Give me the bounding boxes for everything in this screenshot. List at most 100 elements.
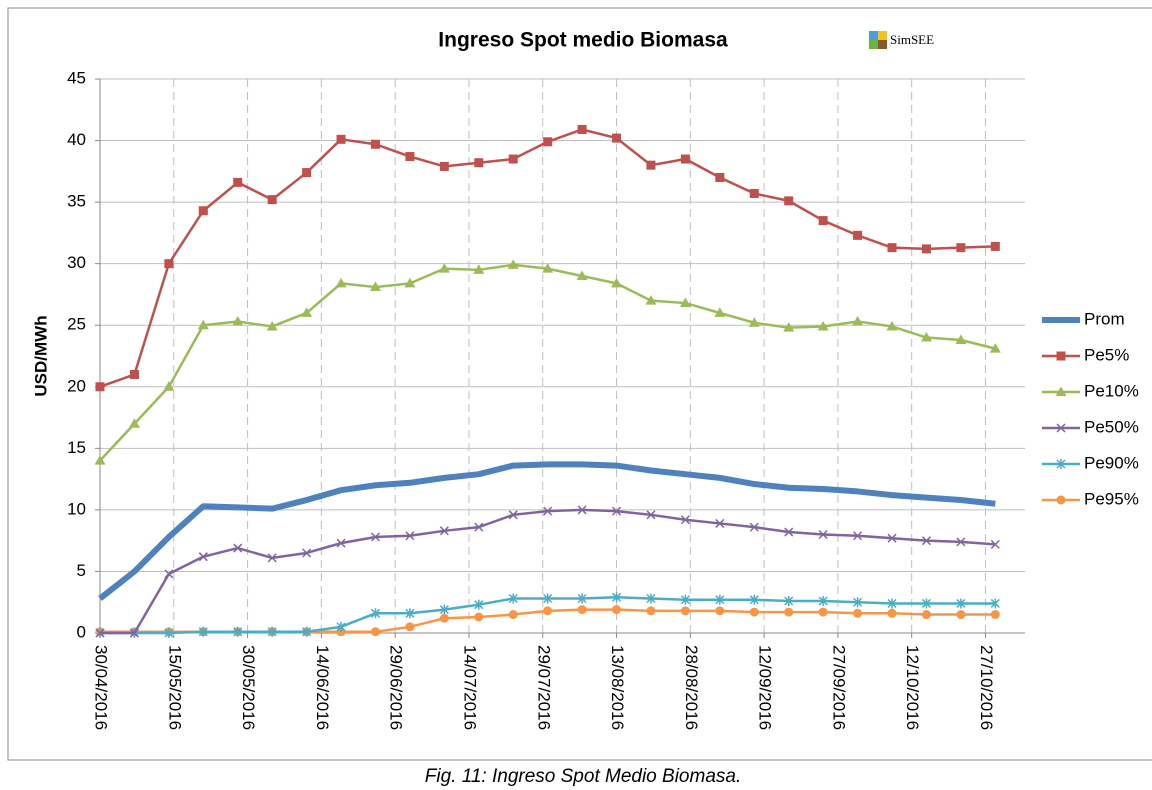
marker <box>370 139 380 149</box>
marker <box>956 537 966 547</box>
marker <box>302 168 312 178</box>
y-tick-label: 5 <box>77 561 86 580</box>
x-tick-label: 15/05/2016 <box>165 645 184 730</box>
marker <box>784 607 794 617</box>
marker <box>612 506 622 516</box>
caption: Fig. 11: Ingreso Spot Medio Biomasa. <box>425 766 741 787</box>
marker <box>508 610 518 620</box>
marker <box>507 259 519 269</box>
x-tick-label: 29/06/2016 <box>387 645 406 730</box>
y-tick-label: 30 <box>67 253 86 272</box>
marker <box>577 124 587 134</box>
y-axis-label: USD/MWh <box>31 315 50 396</box>
marker <box>749 188 759 198</box>
marker <box>921 598 931 609</box>
marker <box>404 277 416 288</box>
marker <box>887 533 897 543</box>
marker <box>543 137 553 147</box>
marker <box>784 595 794 606</box>
marker <box>853 597 863 608</box>
marker <box>576 270 588 280</box>
x-tick-label: 12/09/2016 <box>756 645 775 730</box>
marker <box>680 594 690 605</box>
marker <box>921 610 931 620</box>
marker <box>164 259 174 269</box>
marker <box>336 538 346 548</box>
marker <box>784 196 794 206</box>
marker <box>715 606 725 616</box>
y-tick-label: 35 <box>67 192 86 211</box>
legend-label: Pe10% <box>1084 381 1139 400</box>
marker <box>577 505 587 515</box>
marker <box>474 522 484 532</box>
series-line <box>98 461 996 601</box>
marker <box>336 621 346 632</box>
marker <box>266 320 278 331</box>
marker <box>784 527 794 537</box>
marker <box>543 606 553 616</box>
marker <box>612 605 622 615</box>
marker <box>577 605 587 615</box>
marker <box>508 154 518 164</box>
marker <box>405 622 415 632</box>
marker <box>129 628 139 638</box>
marker <box>920 332 932 342</box>
marker <box>474 599 484 610</box>
marker <box>990 598 1000 609</box>
marker <box>817 320 829 331</box>
marker <box>128 418 140 428</box>
marker <box>302 548 312 558</box>
marker <box>887 598 897 609</box>
marker <box>852 316 864 326</box>
marker <box>336 134 346 144</box>
legend-label: Pe50% <box>1084 417 1139 436</box>
x-tick-label: 30/05/2016 <box>239 645 258 730</box>
marker <box>233 626 243 637</box>
logo-square <box>878 31 887 40</box>
marker <box>818 607 828 617</box>
marker <box>818 529 828 540</box>
marker <box>612 133 622 143</box>
marker <box>233 177 243 187</box>
chart-title: Ingreso Spot medio Biomasa <box>438 29 728 52</box>
marker <box>990 241 1000 251</box>
marker <box>853 608 863 618</box>
marker <box>749 522 759 532</box>
marker <box>990 610 1000 620</box>
marker <box>887 608 897 618</box>
y-tick-label: 40 <box>67 130 86 149</box>
marker <box>197 319 209 330</box>
marker <box>612 592 622 603</box>
marker <box>508 593 518 604</box>
logo-text: SimSEE <box>890 32 934 47</box>
marker <box>198 206 208 216</box>
marker <box>439 526 449 536</box>
x-tick-label: 14/06/2016 <box>313 645 332 730</box>
legend-marker <box>1056 495 1066 505</box>
marker <box>95 628 105 638</box>
marker <box>646 593 656 604</box>
legend-marker <box>1056 459 1066 469</box>
legend-marker <box>1055 386 1067 396</box>
marker <box>267 553 277 563</box>
x-tick-label: 27/09/2016 <box>829 645 848 730</box>
y-tick-label: 15 <box>67 438 86 457</box>
marker <box>956 610 966 620</box>
marker <box>749 594 759 605</box>
marker <box>95 382 105 392</box>
marker <box>921 536 931 546</box>
marker <box>474 158 484 168</box>
marker <box>94 455 106 465</box>
marker <box>370 532 381 542</box>
marker <box>301 307 313 317</box>
marker <box>748 317 760 327</box>
marker <box>853 230 863 240</box>
y-tick-label: 45 <box>67 68 86 87</box>
y-tick-label: 0 <box>77 622 86 641</box>
marker <box>474 612 484 622</box>
legend-label: Pe5% <box>1084 345 1129 364</box>
legend-marker <box>1056 423 1066 433</box>
legend-marker <box>1056 495 1066 505</box>
marker <box>714 307 726 317</box>
marker <box>887 243 897 253</box>
